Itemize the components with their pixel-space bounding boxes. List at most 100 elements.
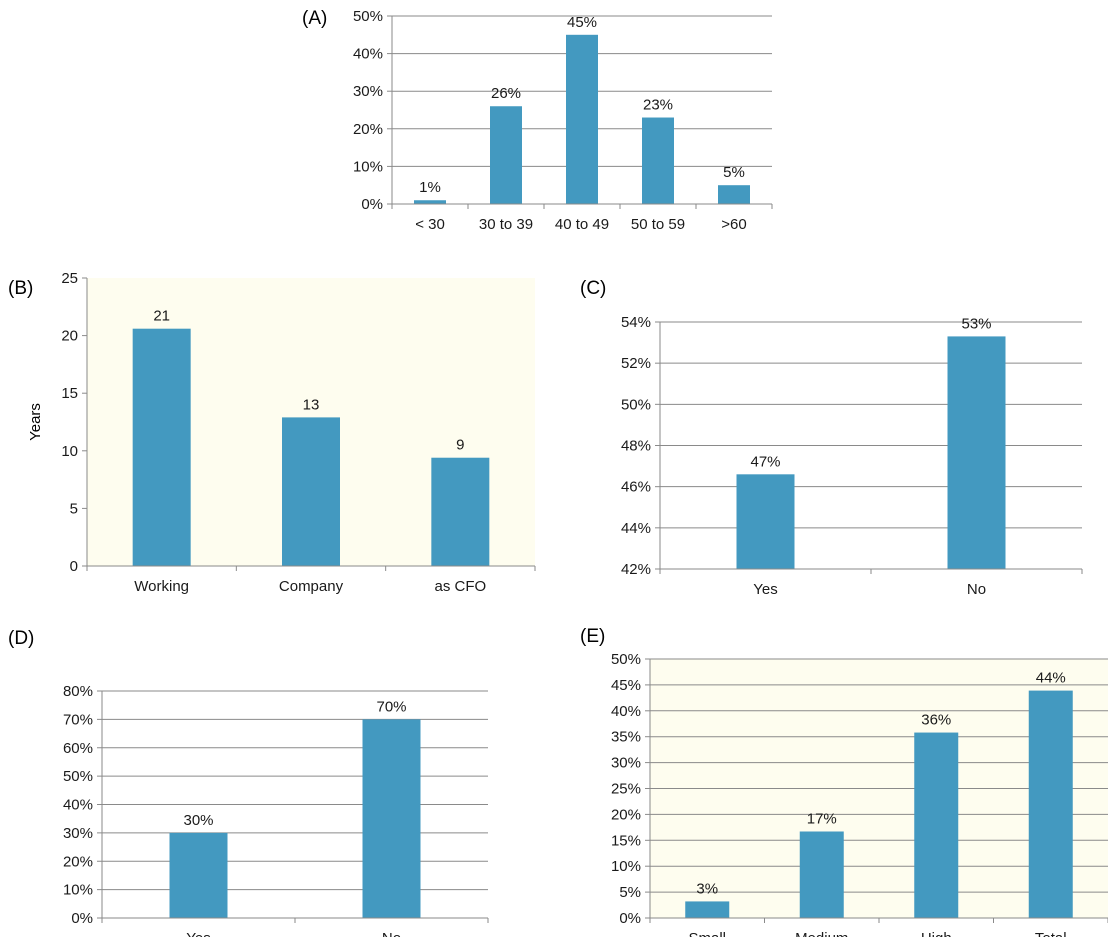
data-label: 36% (921, 712, 951, 729)
x-tick-label: High (921, 930, 952, 937)
x-tick-label: < 30 (415, 216, 445, 233)
chart-panel-d: (D) 0% 10% 20% 30% 40% 50% 60% 70% 80% 30% Yes 70%… (0, 612, 555, 937)
bars-c (736, 336, 1006, 569)
x-tick-label: Working (134, 578, 189, 595)
x-tick-label: 50 to 59 (631, 216, 685, 233)
chart-d-svg: (D) 0% 10% 20% 30% 40% 50% 60% 70% 80% 30% Yes 70%… (8, 628, 489, 937)
x-tick-label: as CFO (434, 578, 486, 595)
y-tick-label: 25% (611, 781, 641, 798)
x-tick-label: Yes (186, 930, 210, 937)
y-tick-label: 44% (621, 520, 651, 537)
y-tick-label: 30% (63, 825, 93, 842)
y-tick-label: 50% (621, 396, 651, 413)
x-tick-label: No (382, 930, 401, 937)
data-label: 30% (183, 812, 213, 829)
data-label: 3% (696, 880, 718, 897)
y-tick-label: 10% (353, 158, 383, 175)
bar (132, 328, 191, 566)
data-label: 1% (419, 179, 441, 196)
gridlines-c (660, 321, 1082, 529)
bars-d (169, 719, 421, 918)
ticks-d: 0% 10% 20% 30% 40% 50% 60% 70% 80% (63, 683, 489, 927)
chart-panel-e: (E) 0% 5% 10% 15% 20% 25% 30% 35% 40% 45% 50% 3% Sm… (570, 612, 1108, 937)
bar (169, 832, 228, 918)
chart-a-svg: (A) 0% 10% 20% 30% 40% 50% 1% < 30 26% 30 to 39 4… (302, 8, 773, 233)
y-tick-label: 0% (71, 910, 93, 927)
y-tick-label: 50% (611, 651, 641, 668)
y-tick-label: 5 (70, 500, 78, 517)
y-tick-label: 5% (619, 884, 641, 901)
x-tick-label: >60 (721, 216, 746, 233)
bar (947, 336, 1006, 569)
x-tick-label: Company (279, 578, 344, 595)
labels-d: 30% Yes 70% No (183, 698, 406, 937)
y-tick-label: 25 (61, 270, 78, 287)
y-axis-label-b: Years (27, 403, 44, 441)
bar (362, 719, 421, 918)
ticks-e: 0% 5% 10% 15% 20% 25% 30% 35% 40% 45% 50% (611, 651, 1108, 927)
x-tick-label: No (967, 581, 986, 598)
bars-b (132, 328, 490, 566)
data-label: 47% (750, 453, 780, 470)
y-tick-label: 40% (611, 703, 641, 720)
y-tick-label: 42% (621, 561, 651, 578)
bar (718, 185, 750, 204)
labels-a: 1% < 30 26% 30 to 39 45% 40 to 49 23% 50 to 59 5… (415, 14, 747, 233)
data-label: 23% (643, 97, 673, 114)
chart-panel-b: (B) Years 0 5 10 15 20 25 21 Working 13 Company 9… (0, 262, 555, 607)
bar (685, 901, 730, 918)
x-tick-label: 30 to 39 (479, 216, 533, 233)
y-tick-label: 20% (63, 853, 93, 870)
y-tick-label: 0% (619, 910, 641, 927)
labels-c: 47% Yes 53% No (750, 315, 991, 598)
x-tick-label: Total (1035, 930, 1067, 937)
labels-e: 3% Small 17% Medium 36% High 44% Total (688, 670, 1066, 937)
chart-c-svg: (C) 42% 44% 46% 48% 50% 52% 54% 47% Yes 53% No (580, 278, 1083, 598)
bar (490, 106, 522, 204)
x-tick-label: Medium (795, 930, 848, 937)
data-label: 5% (723, 164, 745, 181)
bar (1028, 690, 1073, 918)
data-label: 70% (376, 698, 406, 715)
bar (736, 474, 795, 569)
panel-label-e: (E) (580, 626, 605, 647)
y-tick-label: 35% (611, 729, 641, 746)
y-tick-label: 15 (61, 385, 78, 402)
y-tick-label: 70% (63, 711, 93, 728)
bar (566, 34, 598, 204)
y-tick-label: 0% (361, 196, 383, 213)
bars-e (685, 690, 1073, 918)
bar (414, 200, 446, 204)
y-tick-label: 45% (611, 677, 641, 694)
chart-e-svg: (E) 0% 5% 10% 15% 20% 25% 30% 35% 40% 45% 50% 3% Sm… (580, 626, 1108, 937)
panel-label-a: (A) (302, 8, 327, 29)
bar (431, 457, 490, 566)
y-tick-label: 40% (63, 797, 93, 814)
y-tick-label: 20% (353, 121, 383, 138)
y-tick-label: 20 (61, 328, 78, 345)
labels-b: 21 Working 13 Company 9 as CFO (134, 308, 486, 595)
gridlines-d (102, 690, 488, 891)
axes-b (86, 278, 535, 567)
x-tick-label: 40 to 49 (555, 216, 609, 233)
data-label: 13 (303, 396, 320, 413)
bars-a (414, 34, 750, 204)
data-label: 9 (456, 437, 464, 454)
panel-label-b: (B) (8, 278, 33, 299)
y-tick-label: 50% (63, 768, 93, 785)
y-tick-label: 60% (63, 740, 93, 757)
data-label: 21 (153, 308, 170, 325)
y-tick-label: 30% (353, 83, 383, 100)
y-tick-label: 30% (611, 755, 641, 772)
y-tick-label: 40% (353, 46, 383, 63)
y-tick-label: 52% (621, 355, 651, 372)
y-tick-label: 80% (63, 683, 93, 700)
y-tick-label: 0 (70, 558, 78, 575)
data-label: 53% (961, 315, 991, 332)
y-tick-label: 20% (611, 806, 641, 823)
x-tick-label: Yes (753, 581, 777, 598)
x-tick-label: Small (688, 930, 726, 937)
y-tick-label: 10 (61, 443, 78, 460)
y-tick-label: 54% (621, 314, 651, 331)
y-tick-label: 10% (63, 882, 93, 899)
